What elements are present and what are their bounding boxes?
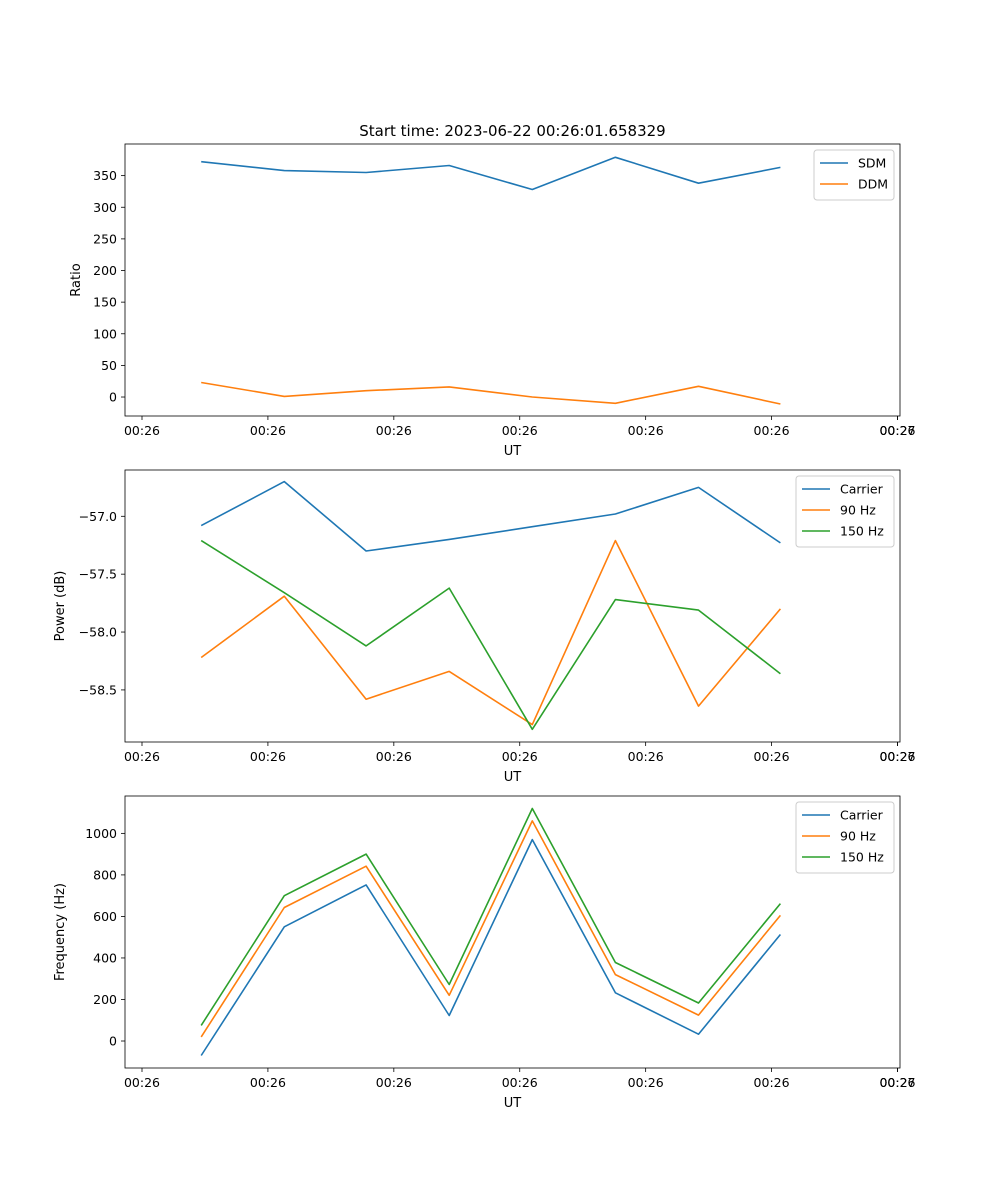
legend-label: SDM [858, 156, 886, 171]
legend: SDM DDM [813, 149, 895, 201]
axes-frame [124, 795, 901, 1069]
y-tick-label: 150 [93, 295, 117, 310]
legend: Carrier 90 Hz 150 Hz [795, 475, 895, 548]
x-tick-label: 00:26 [754, 423, 790, 438]
x-tick-label: 00:26 [376, 1075, 412, 1090]
x-tick-label: 00:26 [376, 749, 412, 764]
y-tick-label: 0 [109, 1034, 117, 1049]
x-tick-label: 00:27 [879, 1075, 915, 1090]
x-axis-label: UT [504, 770, 522, 785]
series-line-150-hz [200, 539, 781, 731]
x-tick-label: 00:26 [250, 1075, 286, 1090]
legend-label: Carrier [840, 482, 884, 497]
x-tick-label: 00:26 [124, 1075, 160, 1090]
panel-3: 00:26 00:26 00:26 00:26 00:26 00:26 00:2600:27… [53, 795, 916, 1111]
series-line-carrier [200, 838, 782, 1056]
y-tick-label: 0 [109, 390, 117, 405]
y-axis-label: Ratio [69, 263, 84, 296]
legend-label: Carrier [840, 808, 884, 823]
x-tick-label: 00:26 [628, 1075, 664, 1090]
x-tick-label: 00:26 [754, 1075, 790, 1090]
x-axis-label: UT [504, 444, 522, 459]
legend-box [795, 801, 895, 874]
series-line-sdm [201, 156, 781, 191]
y-axis-label: Power (dB) [53, 571, 68, 642]
y-tick-label: 350 [93, 168, 117, 183]
y-tick-label: 800 [93, 867, 117, 882]
y-tick-label: 100 [93, 326, 117, 341]
axes-frame [124, 143, 901, 417]
x-tick-label: 00:27 [879, 423, 915, 438]
y-tick-label: 50 [101, 358, 117, 373]
legend: Carrier 90 Hz 150 Hz [795, 801, 895, 874]
y-tick-label: 200 [93, 263, 117, 278]
y-tick-label: 250 [93, 231, 117, 246]
panel-1: 00:26 00:26 00:26 00:26 00:26 00:26 00:2600:27… [69, 143, 916, 459]
series-line-150-hz [200, 807, 782, 1026]
y-tick-label: −58.5 [79, 682, 117, 697]
panel-2: 00:26 00:26 00:26 00:26 00:26 00:26 00:2600:27… [53, 469, 916, 785]
series-line-carrier [200, 480, 781, 552]
y-axis-label: Frequency (Hz) [53, 883, 68, 981]
legend-label: 90 Hz [840, 503, 876, 518]
series-line-90-hz [200, 820, 782, 1038]
y-tick-label: −57.5 [79, 567, 117, 582]
x-tick-label: 00:26 [124, 423, 160, 438]
figure-title: Start time: 2023-06-22 00:26:01.658329 [359, 122, 665, 140]
x-tick-label: 00:26 [502, 423, 538, 438]
x-tick-label: 00:26 [754, 749, 790, 764]
y-tick-label: −57.0 [79, 509, 117, 524]
x-tick-label: 00:26 [502, 749, 538, 764]
series-line-90-hz [200, 539, 782, 726]
y-tick-label: 300 [93, 200, 117, 215]
legend-box [795, 475, 895, 548]
x-tick-label: 00:26 [879, 1075, 915, 1090]
legend-label: 150 Hz [840, 850, 884, 865]
y-tick-label: 1000 [85, 826, 117, 841]
y-tick-label: 400 [93, 950, 117, 965]
x-tick-label: 00:26 [124, 749, 160, 764]
x-tick-label: 00:26 [879, 423, 915, 438]
legend-label: 150 Hz [840, 524, 884, 539]
x-tick-label: 00:26 [250, 423, 286, 438]
x-axis-label: UT [504, 1096, 522, 1111]
y-tick-label: −58.0 [79, 625, 117, 640]
series-line-ddm [201, 381, 781, 405]
x-tick-label: 00:26 [879, 749, 915, 764]
x-tick-label: 00:27 [879, 749, 915, 764]
x-tick-label: 00:26 [502, 1075, 538, 1090]
legend-label: 90 Hz [840, 829, 876, 844]
x-tick-label: 00:26 [250, 749, 286, 764]
x-tick-label: 00:26 [376, 423, 412, 438]
axes-frame [124, 469, 901, 743]
y-tick-label: 200 [93, 992, 117, 1007]
x-tick-label: 00:26 [628, 749, 664, 764]
x-tick-label: 00:26 [628, 423, 664, 438]
y-tick-label: 600 [93, 909, 117, 924]
legend-label: DDM [858, 177, 888, 192]
